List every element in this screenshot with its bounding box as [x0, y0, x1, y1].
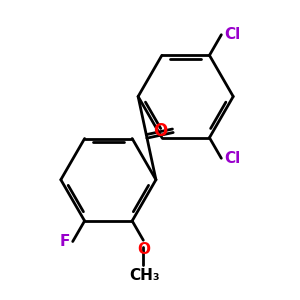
Text: Cl: Cl	[224, 27, 241, 42]
Text: F: F	[59, 234, 70, 249]
Text: O: O	[137, 242, 150, 257]
Text: Cl: Cl	[224, 151, 241, 166]
Text: CH₃: CH₃	[129, 268, 160, 283]
Text: O: O	[154, 122, 168, 140]
